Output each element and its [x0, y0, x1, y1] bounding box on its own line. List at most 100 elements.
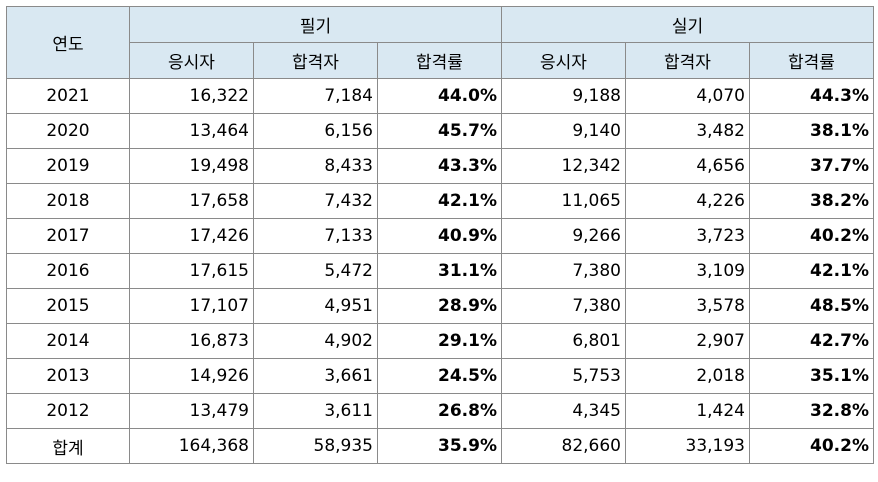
cell-written-applicants: 17,615 — [129, 253, 254, 289]
cell-written-rate: 42.1% — [377, 183, 502, 219]
cell-practical-passers: 3,109 — [625, 253, 750, 289]
cell-written-applicants: 16,873 — [129, 323, 254, 359]
cell-year: 2017 — [6, 218, 130, 254]
cell-written-rate: 35.9% — [377, 428, 502, 464]
cell-practical-passers: 4,070 — [625, 78, 750, 114]
cell-written-applicants: 164,368 — [129, 428, 254, 464]
cell-year: 2021 — [6, 78, 130, 114]
cell-written-passers: 5,472 — [253, 253, 378, 289]
cell-practical-passers: 4,226 — [625, 183, 750, 219]
table-row: 2017 17,426 7,133 40.9% 9,266 3,723 40.2% — [6, 218, 874, 254]
cell-practical-rate: 40.2% — [749, 218, 874, 254]
header-written-applicants: 응시자 — [129, 42, 254, 79]
cell-practical-rate: 38.1% — [749, 113, 874, 149]
cell-written-passers: 7,133 — [253, 218, 378, 254]
cell-written-rate: 43.3% — [377, 148, 502, 184]
cell-practical-rate: 48.5% — [749, 288, 874, 324]
cell-practical-applicants: 9,140 — [501, 113, 626, 149]
exam-stats-table: 연도 필기 실기 응시자 합격자 합격률 응시자 합격자 합격률 2021 16,… — [6, 6, 874, 464]
header-row-sub: 응시자 합격자 합격률 응시자 합격자 합격률 — [7, 42, 874, 79]
table-body: 2021 16,322 7,184 44.0% 9,188 4,070 44.3% 2020 1… — [6, 78, 874, 464]
table-row: 2014 16,873 4,902 29.1% 6,801 2,907 42.7% — [6, 323, 874, 359]
header-written-rate: 합격률 — [377, 42, 502, 79]
header-practical-applicants: 응시자 — [501, 42, 626, 79]
stats-table-container: 연도 필기 실기 응시자 합격자 합격률 응시자 합격자 합격률 2021 16,… — [6, 6, 874, 464]
header-practical-rate: 합격률 — [749, 42, 874, 79]
table-row: 2019 19,498 8,433 43.3% 12,342 4,656 37.7% — [6, 148, 874, 184]
table-header: 연도 필기 실기 응시자 합격자 합격률 응시자 합격자 합격률 — [6, 6, 874, 79]
cell-practical-passers: 3,723 — [625, 218, 750, 254]
cell-written-passers: 8,433 — [253, 148, 378, 184]
header-row-groups: 연도 필기 실기 — [6, 6, 874, 79]
table-row-total: 합계 164,368 58,935 35.9% 82,660 33,193 40.2% — [6, 428, 874, 464]
table-row: 2016 17,615 5,472 31.1% 7,380 3,109 42.1% — [6, 253, 874, 289]
header-written-passers: 합격자 — [253, 42, 378, 79]
cell-practical-passers: 1,424 — [625, 393, 750, 429]
cell-written-applicants: 17,426 — [129, 218, 254, 254]
cell-practical-rate: 44.3% — [749, 78, 874, 114]
cell-year: 2019 — [6, 148, 130, 184]
header-year: 연도 — [6, 6, 130, 79]
cell-written-passers: 4,951 — [253, 288, 378, 324]
cell-practical-rate: 38.2% — [749, 183, 874, 219]
cell-written-rate: 28.9% — [377, 288, 502, 324]
cell-year: 2012 — [6, 393, 130, 429]
cell-practical-rate: 32.8% — [749, 393, 874, 429]
table-row: 2012 13,479 3,611 26.8% 4,345 1,424 32.8% — [6, 393, 874, 429]
table-row: 2021 16,322 7,184 44.0% 9,188 4,070 44.3% — [6, 78, 874, 114]
cell-written-passers: 4,902 — [253, 323, 378, 359]
cell-practical-applicants: 11,065 — [501, 183, 626, 219]
cell-year: 합계 — [6, 428, 130, 464]
cell-written-passers: 6,156 — [253, 113, 378, 149]
cell-practical-passers: 3,578 — [625, 288, 750, 324]
cell-written-passers: 3,661 — [253, 358, 378, 394]
cell-practical-rate: 37.7% — [749, 148, 874, 184]
cell-practical-passers: 2,018 — [625, 358, 750, 394]
cell-written-applicants: 16,322 — [129, 78, 254, 114]
cell-written-rate: 26.8% — [377, 393, 502, 429]
header-practical-passers: 합격자 — [625, 42, 750, 79]
cell-written-passers: 7,432 — [253, 183, 378, 219]
cell-written-applicants: 13,464 — [129, 113, 254, 149]
cell-practical-applicants: 9,188 — [501, 78, 626, 114]
cell-practical-passers: 3,482 — [625, 113, 750, 149]
cell-written-applicants: 14,926 — [129, 358, 254, 394]
cell-written-rate: 45.7% — [377, 113, 502, 149]
cell-written-applicants: 13,479 — [129, 393, 254, 429]
cell-practical-passers: 4,656 — [625, 148, 750, 184]
cell-practical-applicants: 5,753 — [501, 358, 626, 394]
cell-written-rate: 29.1% — [377, 323, 502, 359]
cell-practical-rate: 42.1% — [749, 253, 874, 289]
cell-year: 2018 — [6, 183, 130, 219]
cell-written-rate: 40.9% — [377, 218, 502, 254]
cell-written-rate: 31.1% — [377, 253, 502, 289]
table-row: 2013 14,926 3,661 24.5% 5,753 2,018 35.1% — [6, 358, 874, 394]
cell-year: 2020 — [6, 113, 130, 149]
cell-written-applicants: 17,658 — [129, 183, 254, 219]
cell-practical-rate: 40.2% — [749, 428, 874, 464]
cell-practical-applicants: 7,380 — [501, 288, 626, 324]
cell-practical-rate: 42.7% — [749, 323, 874, 359]
cell-year: 2014 — [6, 323, 130, 359]
cell-written-applicants: 17,107 — [129, 288, 254, 324]
cell-practical-applicants: 7,380 — [501, 253, 626, 289]
table-row: 2020 13,464 6,156 45.7% 9,140 3,482 38.1% — [6, 113, 874, 149]
cell-practical-passers: 2,907 — [625, 323, 750, 359]
table-row: 2018 17,658 7,432 42.1% 11,065 4,226 38.2% — [6, 183, 874, 219]
cell-written-passers: 7,184 — [253, 78, 378, 114]
header-group-practical: 실기 — [501, 6, 874, 43]
table-row: 2015 17,107 4,951 28.9% 7,380 3,578 48.5% — [6, 288, 874, 324]
cell-practical-applicants: 6,801 — [501, 323, 626, 359]
cell-written-rate: 44.0% — [377, 78, 502, 114]
cell-written-passers: 3,611 — [253, 393, 378, 429]
cell-practical-applicants: 4,345 — [501, 393, 626, 429]
cell-practical-rate: 35.1% — [749, 358, 874, 394]
cell-practical-applicants: 9,266 — [501, 218, 626, 254]
header-group-written: 필기 — [129, 6, 502, 43]
cell-year: 2015 — [6, 288, 130, 324]
cell-practical-passers: 33,193 — [625, 428, 750, 464]
cell-written-applicants: 19,498 — [129, 148, 254, 184]
cell-practical-applicants: 82,660 — [501, 428, 626, 464]
cell-written-rate: 24.5% — [377, 358, 502, 394]
cell-written-passers: 58,935 — [253, 428, 378, 464]
